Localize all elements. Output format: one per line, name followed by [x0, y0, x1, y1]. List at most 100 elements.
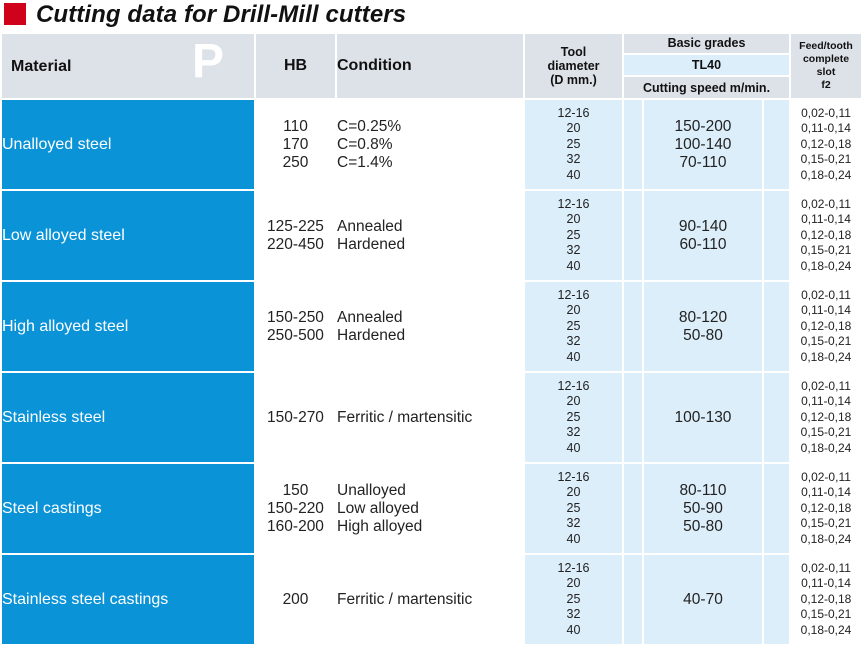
diameter-cell: 12-16 20 25 32 40	[523, 553, 624, 646]
diameter-cell: 12-16 20 25 32 40	[523, 98, 624, 191]
grade-spacer	[622, 189, 644, 282]
diameter-cell-line: 32	[566, 516, 581, 531]
diameter-cell: 12-16 20 25 32 40	[523, 371, 624, 464]
diameter-cell-line: 32	[566, 243, 581, 258]
feed-cell-line: 0,11-0,14	[801, 303, 851, 318]
feed-cell: 0,02-0,11 0,11-0,14 0,12-0,18 0,15-0,21 0,18…	[789, 553, 861, 646]
diameter-cell-line: 40	[566, 349, 581, 364]
condition-cell-line: C=0.25%	[337, 117, 402, 135]
feed-cell: 0,02-0,11 0,11-0,14 0,12-0,18 0,15-0,21 0,18…	[789, 98, 861, 191]
cutting-speed-cell-line: 150-200	[674, 117, 732, 135]
cutting-speed-cell-line: 90-140	[678, 217, 728, 235]
condition-cell-line: Hardened	[337, 235, 406, 253]
feed-cell-line: 0,15-0,21	[800, 152, 852, 167]
header-material: Material P	[0, 32, 256, 100]
hb-cell-line: 160-200	[267, 517, 324, 535]
diameter-cell-line: 32	[566, 425, 581, 440]
cutting-speed-cell: 150-200 100-140 70-110	[642, 98, 764, 191]
hb-cell-line: 200	[282, 590, 309, 608]
condition-cell: Ferritic / martensitic	[335, 553, 525, 646]
cutting-speed-cell: 90-140 60-110	[642, 189, 764, 282]
feed-cell-line: 0,12-0,18	[800, 409, 852, 424]
feed-cell-line: 0,12-0,18	[800, 136, 852, 151]
table-row: Stainless steel castings 200 Ferritic / ma…	[0, 553, 861, 646]
table-row: Steel castings 150 150-220 160-200 Unalloyed…	[0, 462, 861, 555]
header-material-label: Material	[11, 58, 72, 75]
material-group-letter: P	[192, 35, 225, 88]
diameter-cell-line: 12-16	[557, 469, 590, 484]
hb-cell-line: 150-250	[267, 308, 324, 326]
feed-cell-line: 0,15-0,21	[800, 607, 852, 622]
diameter-cell-line: 40	[566, 167, 581, 182]
diameter-cell-line: 20	[566, 485, 581, 500]
cutting-speed-cell-line: 50-80	[683, 326, 723, 344]
feed-cell-line: 0,11-0,14	[801, 121, 851, 136]
table-row: Low alloyed steel 125-225 220-450 Annealed H…	[0, 189, 861, 282]
condition-cell-line: C=1.4%	[337, 153, 393, 171]
hb-cell-line: 150	[282, 481, 309, 499]
diameter-cell-line: 32	[566, 152, 581, 167]
diameter-cell-line: 25	[566, 409, 581, 424]
grade-spacer	[622, 280, 644, 373]
feed-cell-line: 0,12-0,18	[800, 500, 852, 515]
cutting-speed-cell-line: 60-110	[679, 235, 727, 253]
diameter-cell-line: 40	[566, 440, 581, 455]
hb-cell-line: 250-500	[267, 326, 324, 344]
diameter-cell-line: 25	[566, 591, 581, 606]
diameter-cell-line: 25	[566, 500, 581, 515]
feed-cell-line: 0,11-0,14	[801, 576, 851, 591]
feed-cell-line: 0,15-0,21	[800, 334, 852, 349]
cutting-speed-cell: 40-70	[642, 553, 764, 646]
diameter-cell-line: 20	[566, 394, 581, 409]
condition-cell: Unalloyed Low alloyed High alloyed	[335, 462, 525, 555]
grade-spacer	[622, 98, 644, 191]
header-grade: TL40	[622, 52, 791, 78]
diameter-cell: 12-16 20 25 32 40	[523, 189, 624, 282]
cutting-speed-cell-line: 100-130	[674, 408, 732, 426]
hb-cell: 125-225 220-450	[254, 189, 337, 282]
cutting-speed-cell: 80-120 50-80	[642, 280, 764, 373]
diameter-cell-line: 20	[566, 576, 581, 591]
feed-cell-line: 0,02-0,11	[801, 196, 851, 211]
grade-spacer	[622, 553, 644, 646]
grade-spacer	[762, 371, 791, 464]
table-row: Unalloyed steel 110 170 250 C=0.25% C=0.8% C=1…	[0, 98, 861, 191]
hb-cell-line: 220-450	[267, 235, 324, 253]
feed-cell-line: 0,11-0,14	[801, 485, 851, 500]
condition-cell-line: Low alloyed	[337, 499, 419, 517]
feed-cell-line: 0,18-0,24	[800, 531, 852, 546]
condition-cell: Annealed Hardened	[335, 189, 525, 282]
feed-cell-line: 0,18-0,24	[800, 622, 852, 637]
material-cell: High alloyed steel	[0, 280, 256, 373]
feed-cell-line: 0,18-0,24	[800, 349, 852, 364]
title-marker	[4, 3, 26, 25]
material-cell: Stainless steel	[0, 371, 256, 464]
hb-cell: 150-270	[254, 371, 337, 464]
cutting-data-table: Material P HB Condition Tool diameter (D…	[0, 32, 861, 646]
diameter-cell-line: 20	[566, 303, 581, 318]
hb-cell: 150 150-220 160-200	[254, 462, 337, 555]
diameter-cell-line: 20	[566, 212, 581, 227]
diameter-cell-line: 12-16	[557, 196, 590, 211]
feed-cell-line: 0,12-0,18	[800, 318, 852, 333]
condition-cell-line: Annealed	[337, 308, 403, 326]
cutting-speed-cell-line: 70-110	[679, 153, 727, 171]
feed-cell: 0,02-0,11 0,11-0,14 0,12-0,18 0,15-0,21 0,18…	[789, 371, 861, 464]
cutting-speed-cell-line: 50-90	[683, 499, 723, 517]
grade-spacer	[622, 371, 644, 464]
header-hb: HB	[254, 32, 337, 100]
material-cell: Low alloyed steel	[0, 189, 256, 282]
grade-spacer	[762, 189, 791, 282]
diameter-cell-line: 40	[566, 622, 581, 637]
page-title: Cutting data for Drill-Mill cutters	[36, 1, 407, 28]
header-feed: Feed/tooth complete slot f2	[789, 32, 861, 100]
grade-spacer	[762, 98, 791, 191]
feed-cell-line: 0,02-0,11	[801, 469, 851, 484]
feed-cell-line: 0,12-0,18	[800, 227, 852, 242]
hb-cell-line: 170	[282, 135, 309, 153]
table-body: Unalloyed steel 110 170 250 C=0.25% C=0.8% C=1…	[0, 98, 861, 646]
header-tool-diameter: Tool diameter (D mm.)	[523, 32, 624, 100]
material-cell: Stainless steel castings	[0, 553, 256, 646]
hb-cell-line: 110	[283, 117, 308, 135]
feed-cell-line: 0,18-0,24	[800, 167, 852, 182]
